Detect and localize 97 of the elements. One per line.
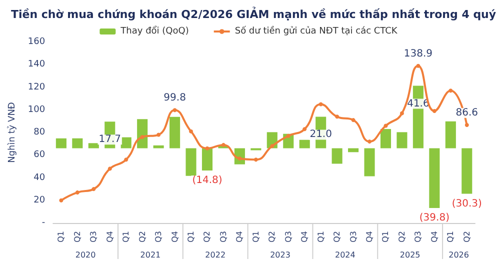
data-label: 99.8 <box>164 92 186 104</box>
point <box>286 134 290 138</box>
text: 2023 <box>270 250 290 260</box>
y-tick-label: 80 <box>34 128 46 138</box>
bar <box>380 129 392 148</box>
x-tick-label: Q2 <box>332 231 342 242</box>
point <box>189 129 194 134</box>
x-tick-label: Q3 <box>348 231 358 242</box>
point <box>270 144 274 148</box>
point <box>108 166 112 171</box>
point <box>400 111 404 116</box>
data-label: 86.6 <box>456 108 478 119</box>
x-tick-label: Q2 <box>202 231 212 242</box>
point <box>140 135 144 140</box>
x-tick-label: Q1 <box>56 231 66 242</box>
bar <box>186 148 196 176</box>
point <box>351 118 356 122</box>
data-label: 138.9 <box>404 48 433 60</box>
y-axis-title: Nghìn tỷ VNĐ <box>6 102 18 163</box>
point <box>432 109 436 114</box>
bar <box>396 132 408 148</box>
point <box>318 102 323 106</box>
bar <box>332 148 342 164</box>
y-tick-label: 40 <box>34 172 46 183</box>
data-label: 21.0 <box>310 129 332 140</box>
point <box>368 140 372 144</box>
point <box>302 127 307 132</box>
bar <box>429 148 440 208</box>
point <box>172 108 177 112</box>
x-tick-label: Q1 <box>251 231 260 242</box>
x-tick-label: Q4 <box>430 231 439 242</box>
x-tick-label: Q2 <box>268 231 277 242</box>
bar <box>88 143 99 148</box>
bar <box>202 148 213 170</box>
y-tick-label: 20 <box>34 195 46 206</box>
x-tick-label: Q2 <box>138 231 147 242</box>
point <box>416 64 420 68</box>
data-label: (30.3) <box>452 198 482 210</box>
bar <box>137 119 148 148</box>
y-tick-label: - <box>42 218 46 228</box>
chart-title: Tiền chờ mua chứng khoán Q2/2026 GIẢM mạnh về mức thấp nhất trong 4 quý <box>11 6 496 21</box>
y-tick-label: 160 <box>28 37 46 47</box>
x-tick-label: Q1 <box>122 231 131 242</box>
point <box>335 114 340 119</box>
x-tick-label: Q4 <box>300 231 310 242</box>
point <box>92 187 96 192</box>
x-tick-label: Q4 <box>235 231 244 242</box>
point <box>464 123 469 128</box>
point <box>254 158 258 162</box>
point <box>156 132 161 137</box>
text: 2024 <box>335 250 356 260</box>
y-tick-label: 140 <box>28 60 46 70</box>
text: 2026 <box>448 250 469 260</box>
bar <box>462 148 472 194</box>
point <box>75 190 80 194</box>
x-tick-label: Q2 <box>462 231 472 242</box>
text: 2022 <box>205 250 226 260</box>
bar <box>120 137 132 148</box>
point <box>221 142 226 147</box>
point <box>448 88 453 93</box>
data-label: (14.8) <box>192 174 222 186</box>
x-tick-label: Q3 <box>218 231 228 242</box>
text: 2021 <box>140 250 161 260</box>
point <box>238 156 242 161</box>
text: 2020 <box>75 250 96 260</box>
y-tick-label: 60 <box>34 150 46 160</box>
x-tick-label: Q1 <box>186 231 196 242</box>
point <box>205 146 210 150</box>
bar <box>56 138 66 148</box>
legend-label: Số dư tiền gửi của NĐT tại các CTCK <box>234 26 398 36</box>
x-tick-label: Q3 <box>414 231 423 242</box>
x-tick-label: Q1 <box>316 231 326 242</box>
data-label: 17.7 <box>98 134 122 146</box>
y-tick-label: 120 <box>28 82 46 92</box>
legend-label: Thay đổi (QoQ) <box>120 26 189 36</box>
x-tick-label: Q1 <box>446 231 456 242</box>
x-tick-label: Q3 <box>284 231 293 242</box>
point <box>124 158 128 162</box>
point <box>384 124 388 128</box>
x-tick-label: Q1 <box>381 231 390 242</box>
x-tick-label: Q4 <box>105 231 114 242</box>
bar <box>445 121 456 148</box>
x-tick-label: Q4 <box>365 231 374 242</box>
x-tick-label: Q2 <box>72 231 82 242</box>
x-tick-label: Q4 <box>170 231 180 242</box>
bar <box>170 116 180 148</box>
bar <box>364 148 375 176</box>
bar <box>72 138 83 148</box>
data-label: (39.8) <box>419 212 450 224</box>
x-tick-label: Q3 <box>89 231 98 242</box>
point <box>59 198 64 202</box>
text: 2025 <box>400 250 420 260</box>
x-tick-label: Q3 <box>154 231 164 242</box>
y-tick-label: 100 <box>28 104 46 115</box>
x-tick-label: Q2 <box>397 231 406 242</box>
bar <box>153 145 164 148</box>
bar <box>299 140 310 148</box>
